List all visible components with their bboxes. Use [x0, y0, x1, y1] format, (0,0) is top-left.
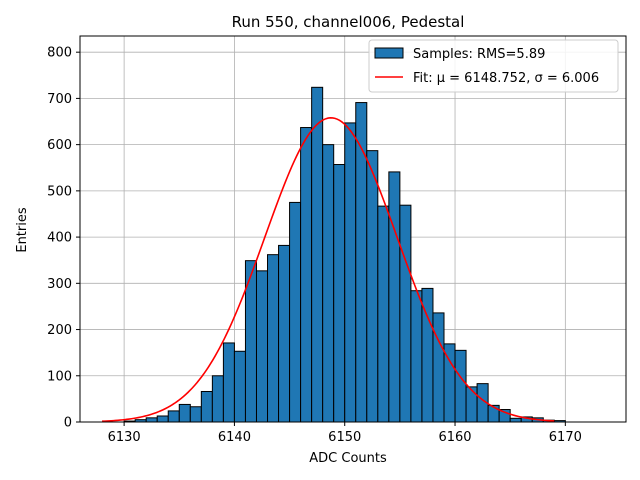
histogram-bar [333, 164, 346, 423]
y-tick-label: 0 [64, 416, 72, 431]
histogram-bar [377, 205, 390, 423]
y-tick-label: 600 [47, 138, 72, 153]
histogram-bar [156, 415, 169, 423]
x-tick-label: 6150 [328, 430, 361, 445]
plot-frame [79, 35, 627, 423]
histogram-bar [432, 312, 445, 423]
histogram-bar [454, 349, 467, 423]
histogram-bar [311, 86, 324, 423]
histogram-bar [167, 410, 180, 423]
x-axis-label: ADC Counts [309, 451, 387, 466]
histogram-bar [300, 127, 313, 423]
histogram-bar [388, 171, 401, 423]
legend-samples-swatch [374, 47, 404, 59]
histogram-bar [278, 244, 291, 423]
histogram-bar [211, 375, 224, 423]
histogram-bar [410, 290, 423, 423]
y-tick-label: 300 [47, 277, 72, 292]
axis-ticks: 6130 6140 6150 6160 6170 0 100 200 300 400 500 600 7… [47, 46, 582, 445]
legend-box [368, 39, 619, 93]
y-axis-label: Entries [15, 207, 30, 253]
histogram-bar [178, 403, 191, 423]
histogram-bar [200, 390, 213, 423]
y-tick-label: 100 [47, 369, 72, 384]
histogram-bar [289, 201, 302, 423]
legend-fit-label: Fit: μ = 6148.752, σ = 6.006 [413, 71, 599, 86]
gaussian-fit-curve [102, 117, 555, 423]
x-tick-label: 6160 [438, 430, 471, 445]
histogram-bars [123, 86, 566, 423]
histogram-bar [267, 254, 280, 423]
histogram-bar [145, 417, 158, 423]
y-tick-label: 800 [47, 46, 72, 61]
histogram-bar [189, 406, 202, 423]
histogram-bar [399, 204, 412, 423]
x-tick-label: 6130 [108, 430, 141, 445]
y-tick-label: 700 [47, 92, 72, 107]
y-tick-label: 400 [47, 231, 72, 246]
chart-title: Run 550, channel006, Pedestal [232, 13, 465, 31]
histogram-bar [322, 144, 335, 423]
y-tick-label: 500 [47, 184, 72, 199]
y-tick-label: 200 [47, 323, 72, 338]
histogram-bar [344, 122, 357, 423]
histogram-bar [465, 386, 478, 423]
histogram-bar [366, 150, 379, 423]
x-tick-label: 6170 [549, 430, 582, 445]
histogram-bar [509, 417, 522, 423]
histogram-bar [233, 350, 246, 423]
x-tick-label: 6140 [218, 430, 251, 445]
legend: Samples: RMS=5.89 Fit: μ = 6148.752, σ =… [368, 39, 619, 93]
histogram-bar [222, 342, 235, 423]
legend-samples-label: Samples: RMS=5.89 [413, 47, 545, 62]
histogram-bar [355, 102, 368, 423]
histogram-bar [255, 270, 269, 423]
